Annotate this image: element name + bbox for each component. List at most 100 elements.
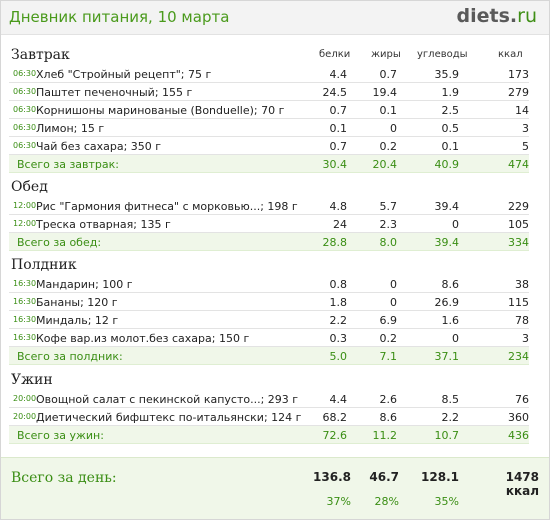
item-time: 16:30 (13, 315, 37, 324)
col-kcal: ккал (498, 49, 523, 60)
total-kcal: 474 (508, 158, 529, 171)
item-kcal: 76 (515, 393, 529, 406)
day-fat: 46.7 (369, 470, 399, 484)
item-kcal: 229 (508, 200, 529, 213)
item-fat: 0.7 (379, 68, 398, 81)
item-name: Треска отварная; 135 г (36, 218, 171, 231)
item-fat: 0.2 (379, 332, 398, 345)
item-kcal: 279 (508, 86, 529, 99)
day-protein: 136.8 (313, 470, 351, 484)
meal-title: Завтрак (11, 47, 70, 63)
item-fat: 0 (390, 278, 397, 291)
table-row[interactable]: 16:30 Миндаль; 12 г 2.2 6.9 1.6 78 (9, 311, 529, 329)
total-protein: 30.4 (322, 158, 348, 171)
meal-total-row: Всего за завтрак: 30.4 20.4 40.9 474 (9, 155, 529, 173)
day-carbs-percent: 35% (434, 495, 459, 508)
item-kcal: 5 (522, 140, 529, 153)
total-carbs: 40.9 (434, 158, 460, 171)
item-time: 12:00 (13, 201, 37, 210)
item-carbs: 1.6 (441, 314, 460, 327)
table-row[interactable]: 06:30 Корнишоны маринованые (Bonduelle);… (9, 101, 529, 119)
item-name: Хлеб "Стройный рецепт"; 75 г (36, 68, 212, 81)
item-time: 16:30 (13, 333, 37, 342)
item-kcal: 173 (508, 68, 529, 81)
item-fat: 2.3 (379, 218, 398, 231)
total-carbs: 37.1 (434, 350, 460, 363)
item-carbs: 8.5 (441, 393, 460, 406)
item-time: 06:30 (13, 123, 37, 132)
item-name: Чай без сахара; 350 г (36, 140, 162, 153)
table-row[interactable]: 16:30 Кофе вар.из молот.без сахара; 150 … (9, 329, 529, 347)
item-carbs: 26.9 (434, 296, 460, 309)
meal-total-row: Всего за ужин: 72.6 11.2 10.7 436 (9, 426, 529, 444)
day-total-label: Всего за день: (11, 470, 117, 486)
item-time: 12:00 (13, 219, 37, 228)
item-protein: 24 (333, 218, 347, 231)
total-label: Всего за ужин: (17, 429, 104, 442)
item-protein: 24.5 (322, 86, 348, 99)
item-fat: 0.1 (379, 104, 398, 117)
item-kcal: 3 (522, 332, 529, 345)
meal-title: Полдник (11, 257, 77, 273)
logo-tld: ru (517, 5, 537, 27)
total-protein: 28.8 (322, 236, 348, 249)
item-time: 06:30 (13, 105, 37, 114)
total-label: Всего за завтрак: (17, 158, 120, 171)
item-name: Овощной салат с пекинской капусто...; 29… (36, 393, 299, 406)
item-protein: 0.8 (329, 278, 348, 291)
item-kcal: 115 (508, 296, 529, 309)
item-protein: 4.4 (329, 393, 348, 406)
site-logo[interactable]: diets.ru (457, 5, 537, 27)
table-row[interactable]: 20:00 Овощной салат с пекинской капусто.… (9, 390, 529, 408)
item-carbs: 0.1 (441, 140, 460, 153)
item-name: Паштет печеночный; 155 г (36, 86, 193, 99)
total-fat: 11.2 (372, 429, 398, 442)
item-kcal: 14 (515, 104, 529, 117)
total-fat: 20.4 (372, 158, 398, 171)
table-row[interactable]: 06:30 Паштет печеночный; 155 г 24.5 19.4… (9, 83, 529, 101)
item-name: Мандарин; 100 г (36, 278, 133, 291)
table-row[interactable]: 12:00 Треска отварная; 135 г 24 2.3 0 10… (9, 215, 529, 233)
item-kcal: 105 (508, 218, 529, 231)
item-fat: 5.7 (379, 200, 398, 213)
table-row[interactable]: 06:30 Чай без сахара; 350 г 0.7 0.2 0.1 … (9, 137, 529, 155)
item-time: 20:00 (13, 394, 37, 403)
item-name: Лимон; 15 г (36, 122, 105, 135)
item-protein: 0.7 (329, 104, 348, 117)
table-row[interactable]: 06:30 Лимон; 15 г 0.1 0 0.5 3 (9, 119, 529, 137)
col-protein: белки (319, 49, 351, 60)
total-fat: 7.1 (379, 350, 398, 363)
item-name: Рис "Гармония фитнеса" с морковью...; 19… (36, 200, 298, 213)
table-row[interactable]: 12:00 Рис "Гармония фитнеса" с морковью.… (9, 197, 529, 215)
total-protein: 72.6 (322, 429, 348, 442)
item-protein: 4.4 (329, 68, 348, 81)
table-row[interactable]: 06:30 Хлеб "Стройный рецепт"; 75 г 4.4 0… (9, 65, 529, 83)
table-row[interactable]: 16:30 Бананы; 120 г 1.8 0 26.9 115 (9, 293, 529, 311)
meal-title: Ужин (11, 372, 53, 388)
logo-main: diets (456, 5, 510, 27)
item-time: 16:30 (13, 297, 37, 306)
item-name: Кофе вар.из молот.без сахара; 150 г (36, 332, 250, 345)
table-row[interactable]: 16:30 Мандарин; 100 г 0.8 0 8.6 38 (9, 275, 529, 293)
day-protein-percent: 37% (326, 495, 351, 508)
total-kcal: 234 (508, 350, 529, 363)
day-total-bar: Всего за день: 136.8 46.7 128.1 1478 кка… (1, 457, 549, 519)
table-row[interactable]: 20:00 Диетический бифштекс по-итальянски… (9, 408, 529, 426)
total-protein: 5.0 (329, 350, 348, 363)
total-kcal: 436 (508, 429, 529, 442)
meal-total-row: Всего за обед: 28.8 8.0 39.4 334 (9, 233, 529, 251)
item-fat: 6.9 (379, 314, 398, 327)
item-fat: 19.4 (372, 86, 398, 99)
item-name: Диетический бифштекс по-итальянски; 124 … (36, 411, 302, 424)
day-carbs: 128.1 (421, 470, 459, 484)
item-time: 06:30 (13, 69, 37, 78)
column-headers: белки жиры углеводы ккал (1, 49, 549, 63)
item-name: Корнишоны маринованые (Bonduelle); 70 г (36, 104, 285, 117)
item-time: 16:30 (13, 279, 37, 288)
item-carbs: 8.6 (441, 278, 460, 291)
item-protein: 2.2 (329, 314, 348, 327)
item-name: Миндаль; 12 г (36, 314, 119, 327)
item-protein: 0.7 (329, 140, 348, 153)
item-protein: 1.8 (329, 296, 348, 309)
item-fat: 8.6 (379, 411, 398, 424)
